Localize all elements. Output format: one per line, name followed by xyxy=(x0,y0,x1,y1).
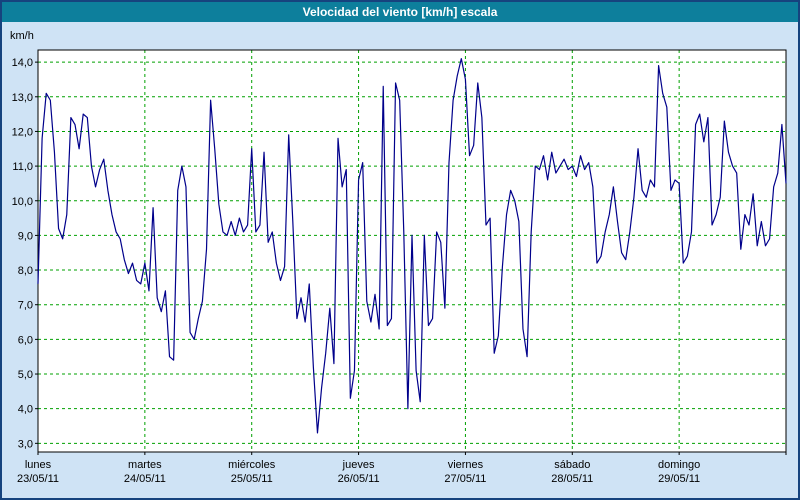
x-day-name-label: jueves xyxy=(342,459,375,471)
x-day-name-label: sábado xyxy=(554,459,590,471)
x-day-date-label: 25/05/11 xyxy=(231,473,273,485)
x-day-name-label: lunes xyxy=(25,459,52,471)
x-day-name-label: martes xyxy=(128,459,162,471)
chart-title-bar: Velocidad del viento [km/h] escala xyxy=(2,2,798,22)
x-day-name-label: domingo xyxy=(658,459,700,471)
x-day-name-label: miércoles xyxy=(228,459,276,471)
y-tick-label: 14,0 xyxy=(12,57,33,69)
chart-body: 3,0 4,0 5,0 6,0 7,0 8,0 9,0 10,0 11,0 12,0 13,0 14,… xyxy=(2,22,798,498)
y-tick-label: 6,0 xyxy=(18,334,33,346)
y-tick-label: 8,0 xyxy=(18,265,33,277)
y-tick-label: 13,0 xyxy=(12,92,33,104)
plot-border xyxy=(37,49,787,453)
y-tick-label: 4,0 xyxy=(18,404,33,416)
x-day-date-label: 27/05/11 xyxy=(444,473,486,485)
chart-title: Velocidad del viento [km/h] escala xyxy=(302,5,498,19)
y-tick-label: 7,0 xyxy=(18,300,33,312)
wind-speed-chart: 3,0 4,0 5,0 6,0 7,0 8,0 9,0 10,0 11,0 12,0 13,0 14,… xyxy=(10,30,787,485)
x-day-date-label: 28/05/11 xyxy=(551,473,593,485)
x-day-date-label: 26/05/11 xyxy=(338,473,380,485)
y-tick-label: 11,0 xyxy=(12,161,33,173)
y-tick-label: 10,0 xyxy=(12,196,33,208)
wind-speed-line xyxy=(37,58,787,434)
y-tick-label: 5,0 xyxy=(18,369,33,381)
x-day-date-label: 29/05/11 xyxy=(658,473,700,485)
x-day-date-label: 23/05/11 xyxy=(17,473,59,485)
y-tick-label: 3,0 xyxy=(18,438,33,450)
x-day-name-label: viernes xyxy=(448,459,484,471)
x-day-date-label: 24/05/11 xyxy=(124,473,166,485)
y-tick-label: 12,0 xyxy=(12,126,33,138)
y-tick-label: 9,0 xyxy=(18,230,33,242)
y-axis-unit-label: km/h xyxy=(10,30,34,42)
